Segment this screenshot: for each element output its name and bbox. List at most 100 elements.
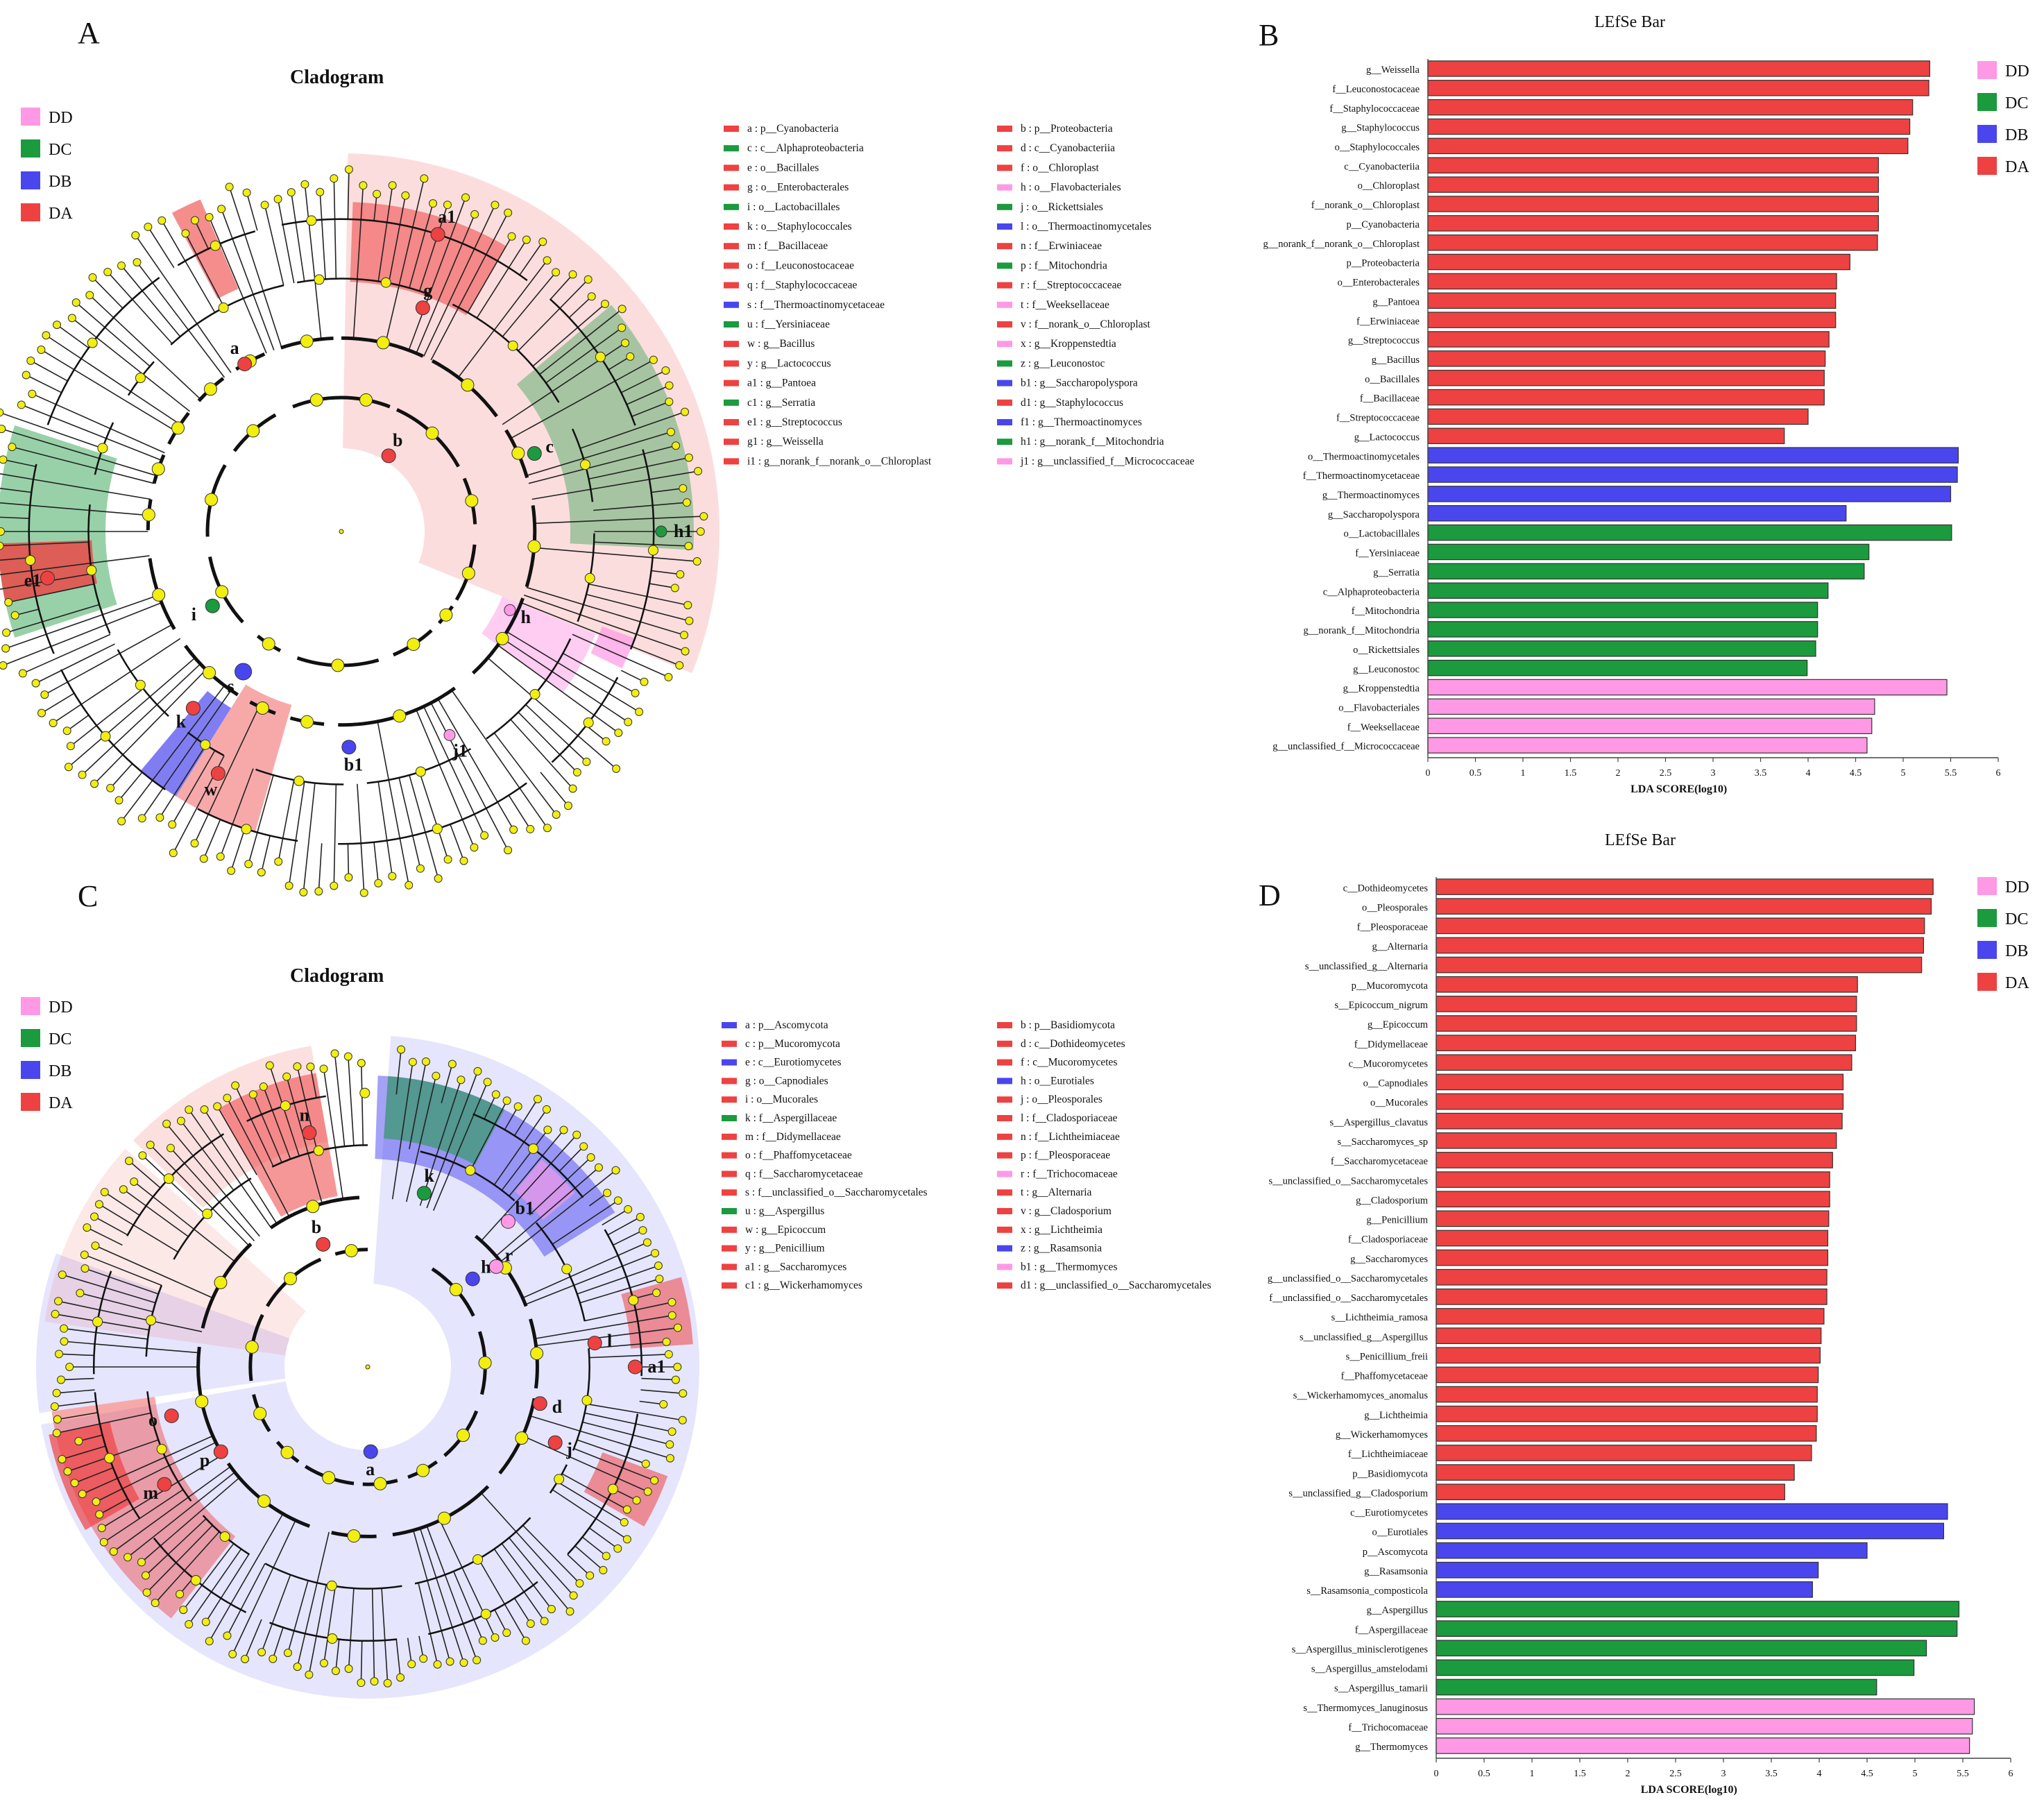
tree-node [0,455,8,464]
tree-branch [87,1227,123,1246]
legend-swatch-dd [1977,61,1997,79]
key-label: u : g__Aspergillus [745,1205,824,1217]
tree-branch [513,1098,538,1137]
tree-node [53,1415,62,1424]
tree-branch [563,652,636,694]
tree-node [300,715,314,729]
tree-node [511,446,525,460]
clade-highlight-da [171,199,239,299]
bar-label: g__Wickerhamomyces [1336,1429,1428,1440]
tree-node [465,494,479,508]
tree-node [603,1189,612,1198]
tree-branch [371,1588,375,1682]
tree-branch [391,1062,414,1200]
tree-node [357,1678,366,1687]
tree-node [57,1375,66,1384]
x-tick-label: 1 [1521,768,1526,779]
tree-node [421,1057,430,1066]
tree-branch [0,502,149,516]
tree-node [678,1415,687,1425]
bar-da [1436,1464,1795,1481]
tree-node [665,1454,674,1463]
tree-branch [437,698,514,831]
bar-dc [1436,1601,1960,1617]
tree-branch [110,763,133,789]
tree-node [543,824,552,833]
tree-node [163,1173,174,1184]
tree-node [316,187,325,196]
tree-node [472,1656,482,1665]
key-label: b1 : g__Saccharopolyspora [1021,377,1138,389]
bar-label: g__Weissella [1366,65,1420,76]
biomarker-node [504,604,516,616]
tree-node [692,557,701,566]
tree-node [622,1505,631,1514]
tree-node [502,1629,511,1638]
key-label: q : f__Staphylococcaceae [747,280,857,291]
bar-da [1436,1093,1844,1110]
key-swatch-db [722,1022,737,1028]
tree-branch [101,1454,223,1529]
tree-node [162,1119,171,1128]
key-swatch-da [722,1152,737,1159]
key-swatch-dc [724,399,739,406]
clade-highlight-dd [590,626,635,669]
tree-branch [0,572,92,590]
key-label: y : g__Lactococcus [747,357,831,369]
tree-branch [430,702,509,851]
clade-label: b [393,430,402,450]
tree-branch [467,236,513,313]
bar-label: f__Pleosporaceae [1357,922,1428,933]
bar-label: c__Cyanobacteriia [1344,161,1420,172]
tree-node [133,258,142,267]
tree-node [540,1617,549,1626]
panel-letter: B [1259,18,1279,52]
tree-node [586,1571,595,1580]
tree-node [201,1617,210,1626]
tree-node [0,527,6,536]
tree-node [156,1443,167,1454]
tree-branch [398,777,421,869]
bar-dd [1436,1737,1970,1754]
panel-b-lefse-bar: B DD DC DB DA LEfSe Bar g__Weissella f__Leucono… [1259,13,2029,795]
tree-node [635,707,644,716]
tree-branch [278,779,295,862]
tree-branch [235,1085,274,1167]
tree-node [445,1657,454,1666]
clade-label: r [505,1245,513,1265]
clade-label: k [424,1166,434,1186]
clade-shade-db [36,1253,290,1413]
bar-da [1427,99,1914,116]
bar-label: g__Rasamsonia [1364,1566,1428,1577]
tree-branch [522,1524,580,1584]
tree-branch [56,324,90,349]
bar-label: f__Staphylococcaceae [1329,103,1420,114]
tree-node [568,784,577,793]
bar-label: g__Streptococcus [1348,335,1420,346]
key-swatch-dc [724,203,739,210]
tree-node [104,1452,115,1463]
tree-branch [406,1075,437,1202]
clade-label: e1 [24,570,42,590]
tree-branch [220,768,254,857]
tree-branch [361,1063,364,1146]
tree-node [568,270,577,279]
tree-branch [457,260,548,378]
tree-branch [453,1571,484,1641]
biomarker-node [465,1271,480,1286]
tree-node [673,1323,682,1332]
bar-db [1427,466,1958,483]
clade-label: d [552,1397,563,1417]
tree-node [344,1665,353,1674]
tree-node [22,371,31,380]
legend-swatch-da [21,1093,40,1111]
tree-node [225,182,234,192]
legend-swatch-dc [1977,93,1997,111]
tree-node [470,843,479,852]
key-swatch-da [724,458,739,465]
key-swatch-da [997,145,1012,152]
tree-node [10,611,19,620]
x-axis-label: LDA SCORE(log10) [1641,1784,1737,1796]
tree-branch [0,556,31,561]
